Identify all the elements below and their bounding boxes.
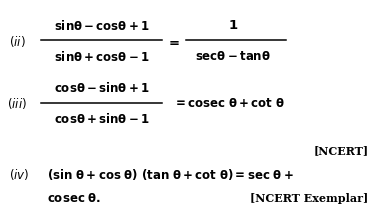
Text: $\mathit{(iv)}$: $\mathit{(iv)}$ xyxy=(9,167,30,181)
Text: $\mathbf{sin\theta - cos\theta + 1}$: $\mathbf{sin\theta - cos\theta + 1}$ xyxy=(54,19,149,33)
Text: $\mathbf{1}$: $\mathbf{1}$ xyxy=(228,19,238,32)
Text: $\mathbf{cos\theta + sin\theta - 1}$: $\mathbf{cos\theta + sin\theta - 1}$ xyxy=(54,111,149,125)
Text: [NCERT]: [NCERT] xyxy=(313,145,368,156)
Text: $\mathbf{cos\theta - sin\theta + 1}$: $\mathbf{cos\theta - sin\theta + 1}$ xyxy=(54,81,149,95)
Text: $\mathit{(iii)}$: $\mathit{(iii)}$ xyxy=(7,96,27,110)
Text: $\mathit{(ii)}$: $\mathit{(ii)}$ xyxy=(9,34,26,49)
Text: $\mathbf{=}$: $\mathbf{=}$ xyxy=(166,35,180,48)
Text: [NCERT Exemplar]: [NCERT Exemplar] xyxy=(250,192,368,203)
Text: $\mathbf{(sin\ \theta + cos\ \theta)\ (tan\ \theta + cot\ \theta) = sec\ \theta : $\mathbf{(sin\ \theta + cos\ \theta)\ (t… xyxy=(47,167,294,181)
Text: $\mathbf{sin\theta + cos\theta - 1}$: $\mathbf{sin\theta + cos\theta - 1}$ xyxy=(54,50,149,64)
Text: $\mathbf{sec\theta - tan\theta}$: $\mathbf{sec\theta - tan\theta}$ xyxy=(195,50,271,63)
Text: $\mathbf{= cosec\ \theta + cot\ \theta}$: $\mathbf{= cosec\ \theta + cot\ \theta}$ xyxy=(173,97,285,109)
Text: $\mathbf{cosec\ \theta.}$: $\mathbf{cosec\ \theta.}$ xyxy=(47,191,101,204)
